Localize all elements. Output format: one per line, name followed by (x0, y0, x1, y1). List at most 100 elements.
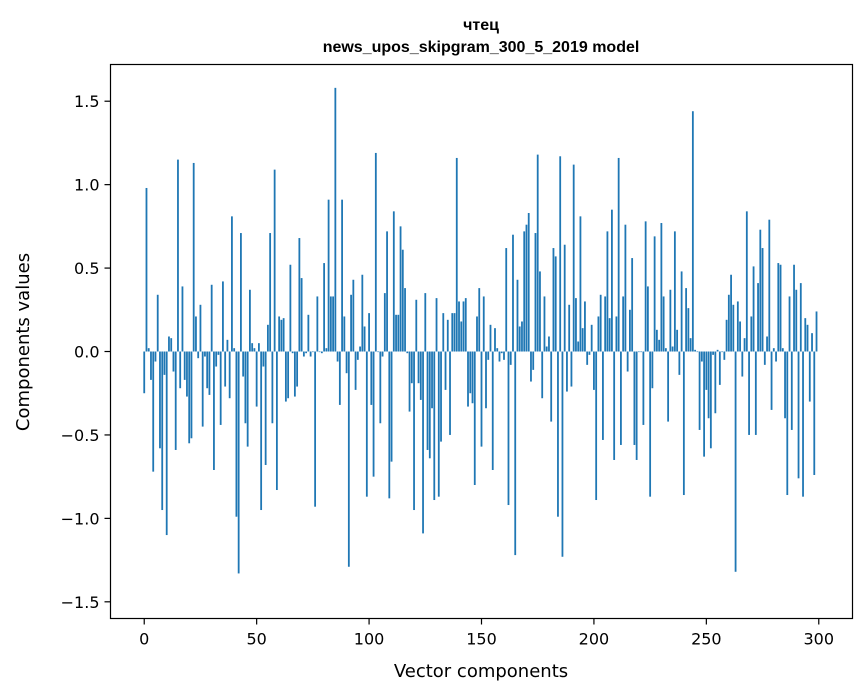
bar (595, 351, 598, 501)
bar (559, 156, 562, 352)
bar (442, 313, 445, 352)
bar (260, 351, 263, 511)
bar (244, 351, 247, 424)
bar (572, 164, 575, 352)
bar (721, 351, 723, 353)
bar (588, 351, 591, 355)
bar (345, 351, 348, 374)
bar (386, 231, 388, 352)
bar (174, 351, 177, 450)
bar (422, 351, 424, 534)
bar (206, 351, 209, 389)
bar (181, 286, 184, 352)
bar (365, 351, 368, 497)
bar (653, 236, 656, 352)
bar (790, 351, 793, 430)
bar (788, 296, 791, 352)
bar (611, 209, 613, 352)
bar (372, 351, 375, 477)
bar (518, 326, 521, 352)
bar (471, 351, 474, 404)
bar (170, 338, 173, 352)
x-tick-label: 100 (354, 630, 385, 649)
bar (606, 231, 609, 352)
bar (505, 248, 508, 352)
bar (500, 351, 503, 354)
bar (554, 256, 557, 352)
bar (307, 314, 310, 352)
bar (808, 351, 811, 402)
bar (388, 351, 391, 499)
bar (451, 313, 454, 352)
bar (379, 351, 382, 424)
bar (734, 351, 737, 572)
bar (217, 351, 220, 355)
bar (723, 351, 726, 360)
bar (770, 351, 773, 410)
bar (419, 351, 422, 400)
bar (599, 294, 602, 352)
bar (637, 351, 640, 353)
bar (635, 351, 638, 460)
bar (275, 351, 278, 491)
bar (786, 351, 789, 496)
bar (415, 299, 418, 352)
bar (541, 351, 544, 399)
bar (698, 351, 701, 430)
bar (615, 316, 618, 352)
bar (570, 351, 573, 387)
bar (424, 293, 427, 352)
bar (320, 351, 323, 354)
bar (521, 321, 523, 352)
x-axis-ticks: 0 50 100 150 200 250 300 (139, 618, 834, 649)
bar (302, 351, 305, 357)
bar (557, 351, 559, 517)
x-axis-label: Vector components (394, 661, 568, 682)
bar (293, 351, 296, 397)
bar (539, 271, 541, 352)
bar (464, 298, 467, 352)
bar (777, 263, 780, 352)
bar (577, 341, 580, 352)
bar (249, 289, 251, 352)
bar (714, 351, 717, 414)
bar (219, 351, 222, 425)
bar (235, 351, 238, 517)
bar (514, 351, 517, 556)
bar (352, 279, 355, 352)
bar (748, 351, 750, 435)
bar (707, 351, 710, 419)
bar (204, 351, 206, 357)
bar (718, 351, 721, 385)
bar (143, 351, 146, 394)
bar (316, 296, 319, 352)
bar (480, 351, 483, 447)
y-tick-label: 1.5 (74, 92, 99, 111)
bar (725, 319, 728, 352)
bar (251, 343, 254, 352)
bar (644, 221, 647, 352)
bar (413, 351, 415, 511)
bar (356, 351, 359, 360)
bar (631, 258, 634, 352)
bar (437, 351, 440, 497)
bar (262, 351, 265, 367)
bar (476, 316, 478, 352)
bar (467, 351, 469, 407)
bar (552, 248, 555, 352)
bar (617, 157, 620, 352)
bar (377, 351, 379, 353)
bar (523, 231, 526, 352)
bar (210, 284, 213, 352)
bar (195, 316, 197, 352)
bar (730, 274, 732, 352)
bar (318, 351, 321, 353)
bar (676, 329, 679, 352)
bar (361, 274, 364, 352)
bar (289, 264, 292, 352)
bar (640, 351, 643, 353)
bar (579, 216, 582, 352)
bar (255, 351, 258, 407)
bar (487, 351, 490, 360)
bar (370, 351, 373, 405)
